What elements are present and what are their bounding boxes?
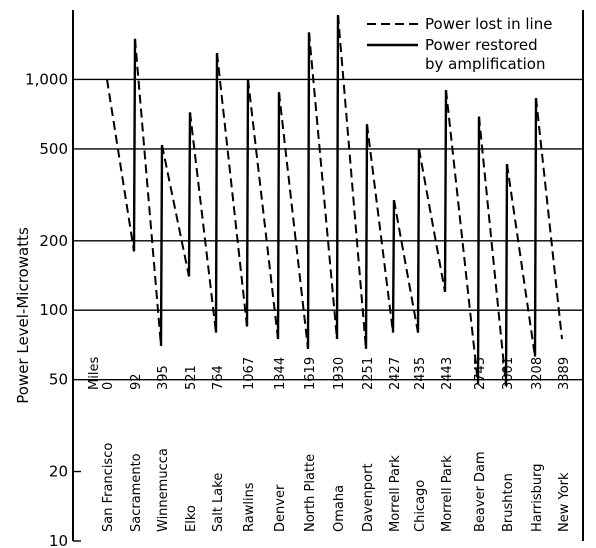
- amplification-jump-13: [476, 116, 481, 384]
- power-loss-segment-4: [189, 112, 217, 333]
- legend-label-power-restored: Power restored: [425, 36, 538, 54]
- y-tick-label: 500: [39, 140, 68, 158]
- amplification-jump-8: [335, 15, 340, 340]
- station-name: Harrisburg: [530, 464, 545, 532]
- power-loss-segment-14: [478, 116, 507, 387]
- amplification-jump-4: [214, 53, 219, 333]
- amplification-jump-12: [443, 90, 448, 292]
- amplification-jump-1: [132, 38, 137, 252]
- station-miles: 764: [211, 365, 226, 390]
- station-name: Salt Lake: [211, 473, 226, 532]
- station-miles: 2435: [413, 357, 428, 390]
- station-miles: 92: [129, 373, 144, 390]
- legend-label-power-lost: Power lost in line: [425, 15, 552, 33]
- amplification-jump-5: [245, 79, 250, 327]
- power-loss-segment-12: [418, 148, 446, 293]
- station-name: Winnemucca: [156, 448, 171, 532]
- power-loss-segment-15: [506, 163, 536, 357]
- y-tick-label: 200: [39, 232, 68, 250]
- y-axis-title: Power Level-Microwatts: [14, 227, 32, 404]
- y-tick-label: 1,000: [25, 70, 68, 88]
- miles-label: Miles: [87, 357, 102, 390]
- station-miles: 2251: [361, 357, 376, 390]
- station-name: North Platte: [303, 454, 318, 532]
- station-miles: 3208: [530, 357, 545, 390]
- station-name: Morrell Park: [440, 455, 455, 532]
- station-name: San Francisco: [101, 443, 116, 532]
- station-miles: 2745: [473, 357, 488, 390]
- station-name: Elko: [184, 505, 199, 532]
- station-name: Morrell Park: [388, 455, 403, 532]
- station-miles: 1344: [273, 357, 288, 390]
- legend-label-by-amplification: by amplification: [425, 55, 545, 73]
- power-loss-segment-11: [393, 199, 419, 333]
- y-tick-label: 10: [49, 532, 68, 548]
- station-name: New York: [557, 472, 572, 532]
- y-tick-label: 100: [39, 301, 68, 319]
- amplification-jump-9: [364, 124, 369, 349]
- y-tick-label: 20: [49, 463, 68, 481]
- amplification-jump-6: [276, 92, 281, 340]
- station-miles: 2427: [388, 357, 403, 390]
- power-loss-segment-6: [247, 79, 279, 340]
- amplification-jump-11: [416, 148, 421, 333]
- station-miles: 521: [184, 365, 199, 390]
- station-miles: 395: [156, 365, 171, 390]
- power-loss-segment-10: [366, 124, 394, 333]
- power-loss-segment-1: [106, 79, 135, 252]
- station-miles: 2443: [440, 357, 455, 390]
- amplification-jump-15: [533, 98, 538, 357]
- amplification-jump-3: [187, 112, 192, 277]
- station-name: Beaver Dam: [473, 451, 488, 532]
- power-loss-segment-3: [161, 144, 190, 277]
- station-name: Brushton: [501, 473, 516, 532]
- amplification-jump-7: [306, 32, 311, 349]
- power-loss-segment-13: [445, 89, 479, 384]
- amplification-jump-10: [391, 200, 396, 333]
- station-name: Davenport: [361, 463, 376, 532]
- power-loss-segment-16: [535, 98, 563, 340]
- station-miles: 1067: [242, 357, 257, 390]
- station-name: Chicago: [413, 480, 428, 532]
- power-loss-segment-2: [134, 38, 162, 347]
- station-name: Rawlins: [242, 482, 257, 532]
- amplification-jump-2: [159, 144, 164, 346]
- station-miles: 0: [101, 382, 116, 390]
- station-miles: 1930: [332, 357, 347, 390]
- power-loss-segment-9: [337, 15, 367, 349]
- power-loss-segment-5: [216, 53, 248, 327]
- power-loss-segment-8: [308, 32, 338, 340]
- power-loss-segment-7: [278, 92, 309, 349]
- station-miles: 1619: [303, 357, 318, 390]
- station-name: Denver: [273, 484, 288, 532]
- station-miles: 3001: [501, 357, 516, 390]
- y-tick-label: 50: [49, 371, 68, 389]
- station-name: Sacramento: [129, 453, 144, 532]
- station-miles: 3389: [557, 357, 572, 390]
- amplification-jump-14: [504, 164, 509, 386]
- station-name: Omaha: [332, 485, 347, 532]
